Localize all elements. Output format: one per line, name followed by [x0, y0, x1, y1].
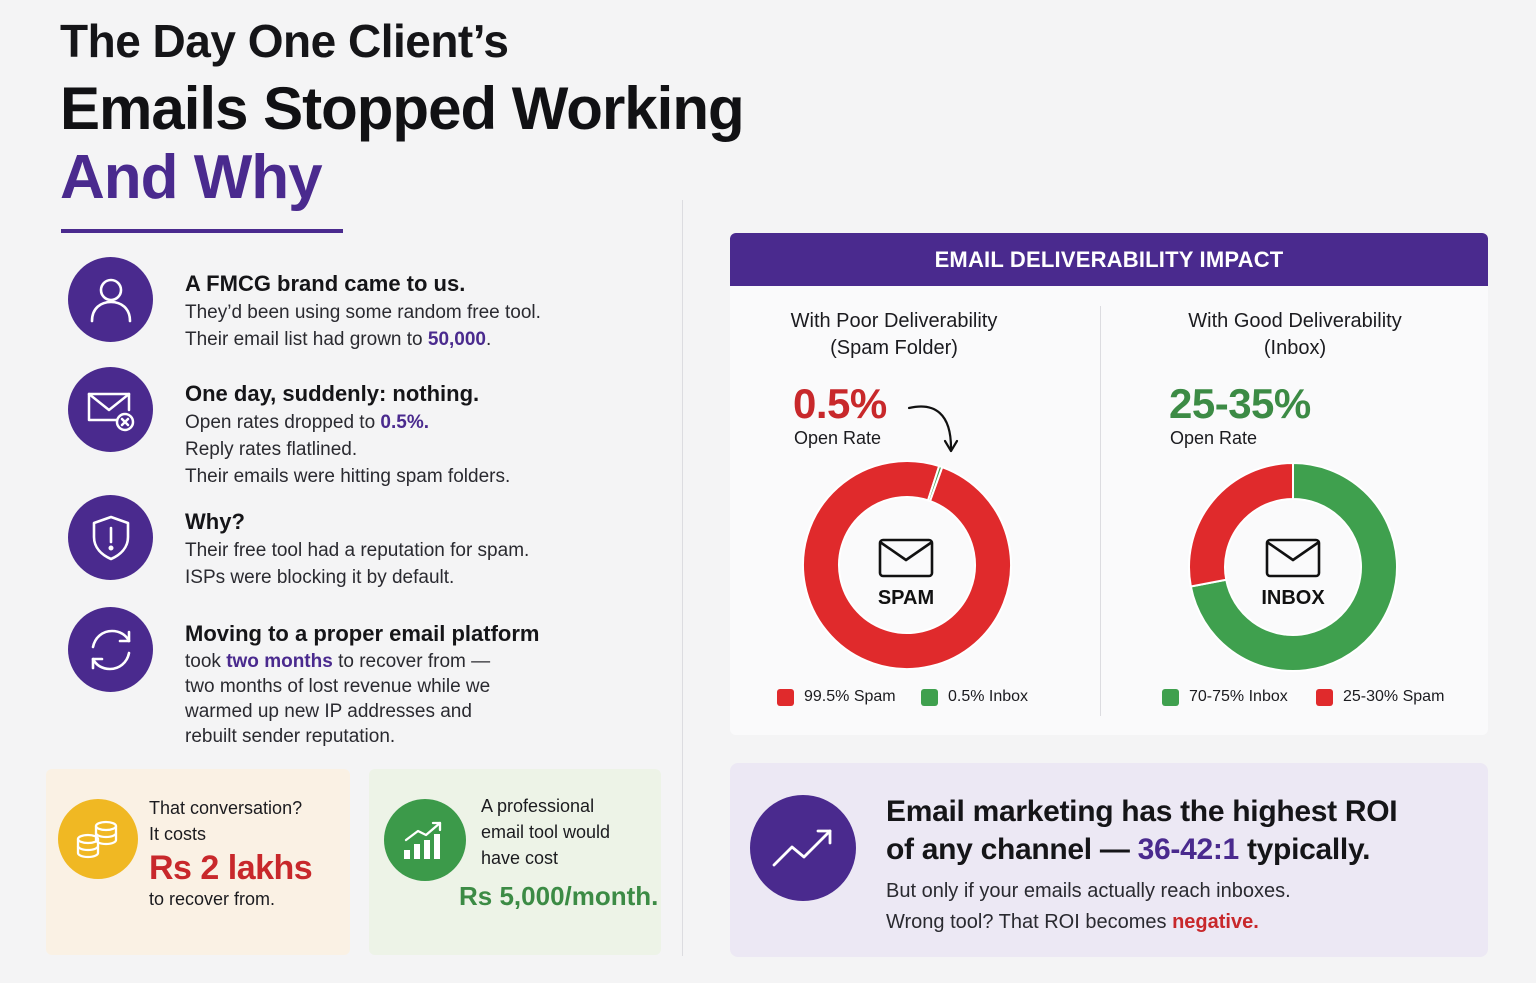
good-open-rate: 25-35%: [1169, 380, 1311, 427]
cost-amount: Rs 2 lakhs: [149, 849, 313, 887]
legend-spam: 25-30% Spam: [1316, 688, 1444, 706]
envelope-icon: [878, 538, 934, 578]
roi-heading: Email marketing has the highest ROI of a…: [886, 795, 1398, 866]
legend-swatch: [1316, 688, 1333, 706]
pro-line1: A professional: [481, 796, 595, 816]
pro-line3: have cost: [481, 848, 559, 868]
step-line: rebuilt sender reputation.: [185, 726, 396, 747]
poor-open-rate: 0.5%: [793, 380, 887, 427]
step-line: two months of lost revenue while we: [185, 676, 491, 697]
roi-subtext: But only if your emails actually reach i…: [886, 880, 1291, 933]
section-divider: [682, 200, 683, 956]
cost-line2: It costs: [149, 824, 207, 844]
legend-inbox: 0.5% Inbox: [921, 688, 1028, 706]
poor-open-rate-label: Open Rate: [794, 428, 882, 448]
arrow-pointer-icon: [907, 405, 959, 453]
step-line: Their email list had grown to 50,000.: [185, 329, 492, 350]
page-title-line1: The Day One Client’s: [60, 15, 509, 67]
step-line: warmed up new IP addresses and: [185, 701, 472, 722]
good-open-rate-label: Open Rate: [1170, 428, 1258, 448]
coins-icon: [58, 799, 138, 879]
highlight-value: 0.5%.: [380, 412, 430, 433]
donut-slice-spam: [1188, 461, 1294, 588]
step-line: Reply rates flatlined.: [185, 439, 358, 460]
page-title-line3: And Why: [60, 143, 323, 212]
poor-deliverability-title: With Poor Deliverability (Spam Folder): [790, 310, 998, 359]
pro-tool-card: A professional email tool would have cos…: [369, 769, 661, 955]
trend-up-icon: [750, 795, 856, 901]
email-error-icon: [68, 367, 153, 452]
highlight-value: 50,000: [427, 329, 487, 350]
spam-center-label: SPAM: [877, 587, 935, 609]
donut-slice-inbox: [926, 464, 944, 503]
roi-ratio: 36-42:1: [1137, 833, 1240, 866]
cost-line1: That conversation?: [149, 798, 303, 818]
step-heading: Moving to a proper email platform: [185, 621, 540, 646]
step-line: ISPs were blocking it by default.: [185, 567, 455, 588]
pro-line2: email tool would: [481, 822, 611, 842]
legend-swatch: [1162, 688, 1179, 706]
roi-negative-word: negative.: [1172, 911, 1259, 933]
poor-deliverability-donut: [802, 460, 1012, 670]
growth-chart-icon: [384, 799, 466, 881]
good-deliverability-title: With Good Deliverability (Inbox): [1188, 310, 1402, 359]
legend-spam: 99.5% Spam: [777, 688, 896, 706]
step-line: Their free tool had a reputation for spa…: [185, 540, 530, 561]
step-heading: One day, suddenly: nothing.: [185, 381, 480, 406]
good-deliverability-donut: [1188, 461, 1398, 672]
column-divider: [1100, 306, 1101, 716]
cost-card: That conversation? It costs Rs 2 lakhs t…: [46, 769, 350, 955]
inbox-center-label: INBOX: [1261, 587, 1325, 609]
donut-slice-inbox: [1189, 461, 1398, 672]
step-line: Open rates dropped to 0.5%.: [185, 412, 430, 433]
refresh-icon: [68, 607, 153, 692]
shield-alert-icon: [68, 495, 153, 580]
page-title-line2: Emails Stopped Working: [60, 75, 745, 142]
step-line: took two months to recover from —: [185, 651, 491, 672]
legend-swatch: [777, 688, 794, 706]
legend-swatch: [921, 688, 938, 706]
pro-amount: Rs 5,000/month.: [459, 881, 659, 911]
donut-slice-spam: [802, 460, 1012, 670]
step-line: They’d been using some random free tool.: [185, 302, 541, 323]
envelope-icon: [1265, 538, 1321, 578]
highlight-value: two months: [226, 651, 333, 672]
impact-header: EMAIL DELIVERABILITY IMPACT: [730, 233, 1488, 286]
legend-inbox: 70-75% Inbox: [1162, 688, 1288, 706]
roi-panel: Email marketing has the highest ROI of a…: [730, 763, 1488, 957]
user-icon: [68, 257, 153, 342]
cost-line3: to recover from.: [149, 889, 276, 909]
step-heading: A FMCG brand came to us.: [185, 271, 466, 296]
step-line: Their emails were hitting spam folders.: [185, 466, 511, 487]
step-heading: Why?: [185, 509, 245, 534]
title-underline: [61, 229, 343, 233]
